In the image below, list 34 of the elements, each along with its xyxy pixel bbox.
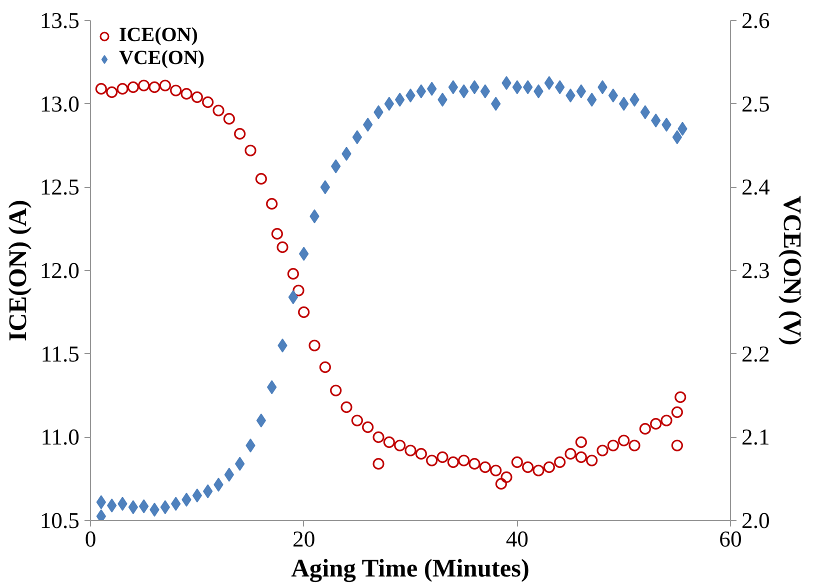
x-tick-label: 60 (719, 526, 742, 552)
point (502, 76, 512, 90)
point (256, 414, 266, 428)
y-axis-title: ICE(ON) (A) (4, 200, 32, 342)
point (544, 76, 554, 90)
y2-tick-label: 2.4 (742, 174, 770, 200)
y2-tick-label: 2.3 (742, 258, 770, 283)
point (406, 88, 416, 102)
x-tick-label: 0 (84, 526, 96, 552)
y-tick-label: 10.5 (40, 508, 80, 533)
y-tick-label: 11.0 (40, 424, 80, 450)
x-tick-label: 40 (506, 526, 528, 552)
point (192, 488, 202, 502)
y-tick-label: 12.0 (40, 258, 80, 283)
legend-label: ICE(ON) (119, 24, 198, 47)
x-axis-title: Aging Time (Minutes) (291, 554, 530, 582)
x-tick-label: 20 (292, 526, 316, 552)
y2-tick-label: 2.0 (742, 508, 770, 533)
y2-axis-title: VCE(ON) (V) (778, 196, 806, 346)
point (246, 438, 256, 452)
point (278, 338, 288, 352)
y2-tick-label: 2.2 (742, 341, 770, 366)
point (566, 88, 576, 102)
y-tick-label: 13.5 (40, 8, 80, 33)
y2-tick-label: 2.6 (742, 8, 770, 33)
legend-label: VCE(ON) (119, 47, 205, 70)
point (608, 88, 618, 102)
point (651, 114, 661, 128)
y2-tick-label: 2.1 (742, 424, 770, 450)
y-tick-label: 12.5 (40, 174, 80, 200)
y2-tick-label: 2.5 (742, 91, 770, 116)
y-tick-label: 13.0 (40, 91, 80, 116)
point (107, 498, 117, 512)
y-tick-label: 11.5 (40, 341, 80, 366)
